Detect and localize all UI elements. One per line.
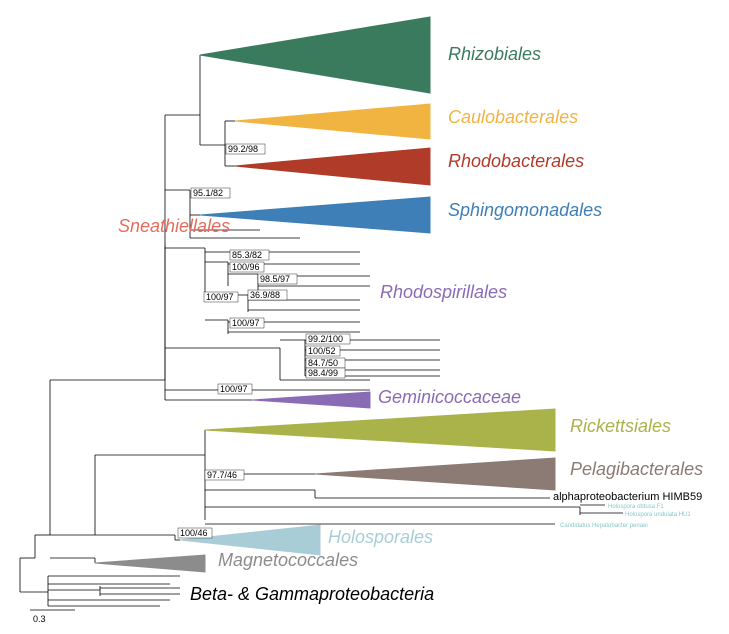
svg-text:0.3: 0.3: [33, 614, 46, 624]
clade-geminicoccaceae: [252, 392, 370, 408]
clade-rhizobiales: [200, 17, 430, 93]
support-value: 100/97: [206, 292, 234, 302]
label-rhizobiales: Rhizobiales: [448, 44, 541, 64]
support-value: 99.2/100: [308, 334, 343, 344]
support-value: 100/96: [232, 262, 260, 272]
label-holospora_tiny3: Candidatus Hepatobacter penaei: [560, 523, 648, 529]
label-pelagibacterales: Pelagibacterales: [570, 459, 703, 479]
backbone: [20, 55, 623, 606]
clade-sphingomonadales: [200, 197, 430, 233]
support-value: 84.7/50: [308, 358, 338, 368]
support-value: 85.3/82: [232, 250, 262, 260]
support-value: 98.4/99: [308, 368, 338, 378]
support-value: 95.1/82: [193, 188, 223, 198]
label-alphaproteo_himb: alphaproteobacterium HIMB59: [553, 491, 702, 503]
scale-bar: 0.3: [30, 610, 75, 624]
label-geminicoccaceae: Geminicoccaceae: [378, 387, 521, 407]
clade-rickettsiales: [205, 409, 555, 451]
label-rhodospirillales: Rhodospirillales: [380, 282, 507, 302]
support-value: 36.9/88: [250, 290, 280, 300]
label-beta_gamma: Beta- & Gammaproteobacteria: [190, 584, 434, 604]
support-value: 100/52: [308, 346, 336, 356]
support-value: 99.2/98: [228, 144, 258, 154]
label-caulobacterales: Caulobacterales: [448, 107, 578, 127]
support-value: 100/46: [180, 528, 208, 538]
support-value: 98.5/97: [260, 274, 290, 284]
clade-pelagibacterales: [315, 458, 555, 490]
clade-magnetococcales: [95, 555, 205, 572]
support-value: 100/97: [232, 318, 260, 328]
label-holospora_tiny1: Holospora obtusa F1: [608, 504, 664, 510]
label-holosporales: Holosporales: [328, 527, 433, 547]
label-sneathiellales: Sneathiellales: [118, 216, 230, 236]
clade-caulobacterales: [235, 104, 430, 139]
support-value: 100/97: [220, 384, 248, 394]
support-labels: 99.2/98 95.1/82 85.3/82 100/9698.5/97 36.9/8…: [178, 144, 350, 538]
label-magnetococcales: Magnetococcales: [218, 550, 358, 570]
label-rhodobacterales: Rhodobacterales: [448, 151, 584, 171]
label-sphingomonadales: Sphingomonadales: [448, 200, 602, 220]
support-value: 97.7/46: [207, 470, 237, 480]
label-rickettsiales: Rickettsiales: [570, 416, 671, 436]
label-holospora_tiny2: Holospora undulata HU1: [625, 512, 691, 518]
